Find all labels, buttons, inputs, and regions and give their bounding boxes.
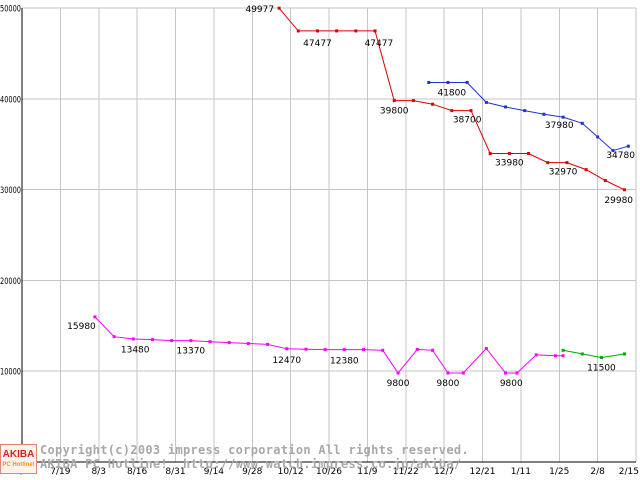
svg-text:2/8: 2/8 — [590, 467, 605, 477]
svg-text:10/26: 10/26 — [316, 467, 342, 477]
series-green — [561, 348, 626, 360]
data-labels: 49977 47477 47477 39800 41800 38700 33980 37980… — [67, 5, 635, 389]
svg-text:38700: 38700 — [453, 116, 482, 126]
series-red — [277, 6, 626, 192]
svg-text:9800: 9800 — [437, 379, 460, 389]
svg-text:9800: 9800 — [500, 379, 523, 389]
footer: AKIBA PC Hotline! Copyright(c)2003 impre… — [0, 442, 640, 480]
svg-text:8/16: 8/16 — [127, 467, 147, 477]
svg-text:49977: 49977 — [245, 5, 274, 15]
svg-text:11/9: 11/9 — [357, 467, 377, 477]
svg-text:2/15: 2/15 — [619, 467, 639, 477]
svg-text:15980: 15980 — [67, 322, 96, 332]
svg-text:40000: 40000 — [0, 95, 21, 105]
copyright-line: Copyright(c)2003 impress corporation All… — [40, 443, 469, 457]
svg-text:29980: 29980 — [604, 196, 633, 206]
svg-text:50000: 50000 — [0, 5, 21, 15]
axes — [21, 8, 636, 463]
svg-text:12380: 12380 — [330, 357, 359, 367]
series-blue — [427, 80, 630, 153]
logo-pc-hotline-text: PC Hotline! — [2, 462, 35, 468]
svg-text:32970: 32970 — [549, 168, 578, 178]
svg-text:11500: 11500 — [587, 364, 616, 374]
footer-text: Copyright(c)2003 impress corporation All… — [40, 443, 469, 471]
svg-text:1/11: 1/11 — [511, 467, 531, 477]
svg-text:47477: 47477 — [303, 39, 332, 49]
svg-text:9/28: 9/28 — [242, 467, 262, 477]
svg-text:9/14: 9/14 — [204, 467, 224, 477]
akiba-pc-hotline-logo: AKIBA PC Hotline! — [0, 444, 37, 474]
svg-text:34780: 34780 — [606, 151, 635, 161]
svg-text:12470: 12470 — [272, 356, 301, 366]
svg-text:12/7: 12/7 — [434, 467, 454, 477]
svg-text:1/25: 1/25 — [549, 467, 569, 477]
svg-text:30000: 30000 — [0, 186, 21, 196]
svg-text:37980: 37980 — [545, 121, 574, 131]
site-url-line: AKIBA PC Hotline! http://www.watch.impre… — [40, 457, 462, 471]
svg-text:47477: 47477 — [365, 39, 394, 49]
svg-text:13370: 13370 — [177, 347, 206, 357]
svg-text:20000: 20000 — [0, 277, 21, 287]
svg-text:11/22: 11/22 — [393, 467, 419, 477]
series-magenta — [93, 315, 565, 375]
svg-text:8/31: 8/31 — [165, 467, 185, 477]
svg-text:41800: 41800 — [437, 88, 466, 98]
svg-text:33980: 33980 — [495, 158, 524, 168]
logo-akiba-text: AKIBA — [2, 449, 35, 460]
y-axis-tick-labels: 01000020000300004000050000 — [0, 5, 21, 469]
gridlines — [21, 7, 637, 462]
svg-text:10000: 10000 — [0, 368, 21, 378]
svg-text:13480: 13480 — [121, 346, 150, 356]
svg-text:8/3: 8/3 — [92, 467, 106, 477]
svg-text:10/12: 10/12 — [278, 467, 304, 477]
svg-text:39800: 39800 — [380, 107, 409, 117]
svg-text:7/19: 7/19 — [50, 467, 70, 477]
svg-text:12/21: 12/21 — [470, 467, 496, 477]
svg-text:9800: 9800 — [387, 379, 410, 389]
